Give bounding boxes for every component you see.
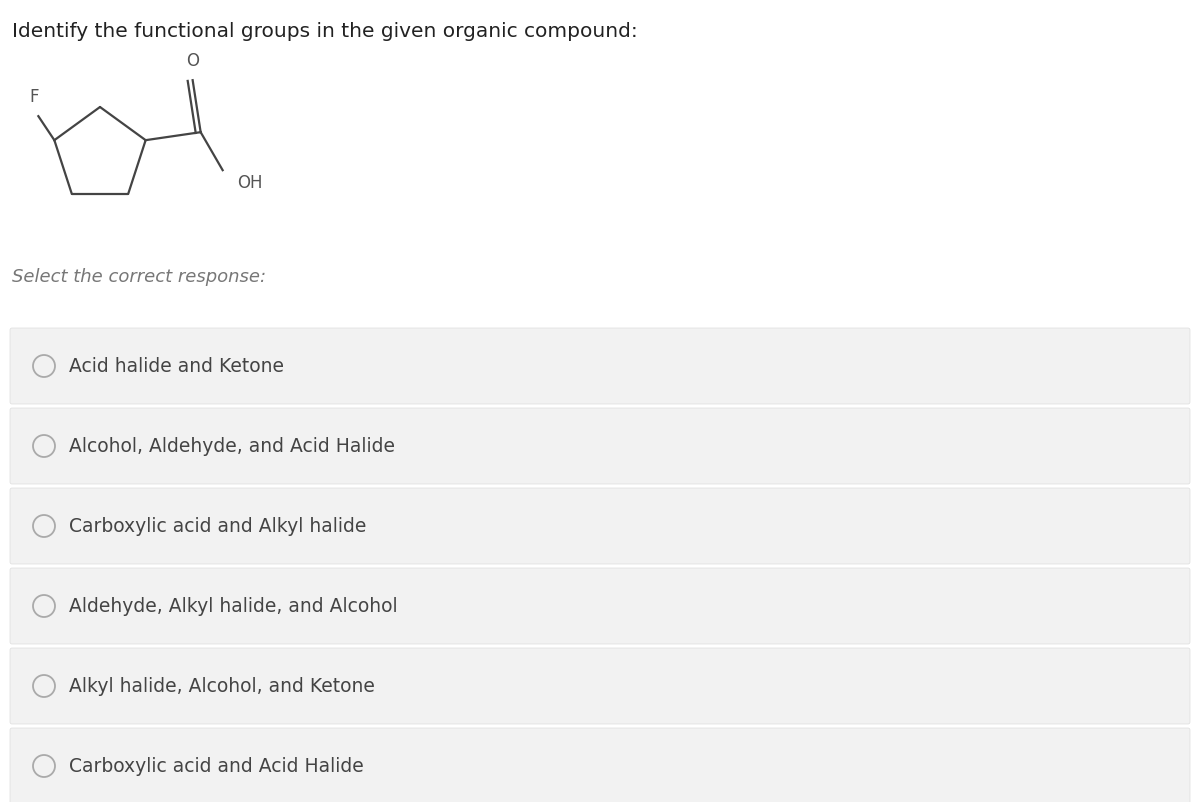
Text: OH: OH bbox=[236, 174, 262, 192]
FancyBboxPatch shape bbox=[10, 568, 1190, 644]
Text: Alkyl halide, Alcohol, and Ketone: Alkyl halide, Alcohol, and Ketone bbox=[70, 677, 374, 695]
Text: Select the correct response:: Select the correct response: bbox=[12, 268, 266, 286]
Text: O: O bbox=[186, 52, 199, 70]
Text: F: F bbox=[30, 88, 40, 106]
Text: Acid halide and Ketone: Acid halide and Ketone bbox=[70, 357, 284, 375]
FancyBboxPatch shape bbox=[10, 328, 1190, 404]
FancyBboxPatch shape bbox=[10, 728, 1190, 802]
Text: Carboxylic acid and Alkyl halide: Carboxylic acid and Alkyl halide bbox=[70, 516, 366, 536]
Text: Alcohol, Aldehyde, and Acid Halide: Alcohol, Aldehyde, and Acid Halide bbox=[70, 436, 395, 456]
FancyBboxPatch shape bbox=[10, 408, 1190, 484]
FancyBboxPatch shape bbox=[10, 648, 1190, 724]
Text: Aldehyde, Alkyl halide, and Alcohol: Aldehyde, Alkyl halide, and Alcohol bbox=[70, 597, 397, 615]
FancyBboxPatch shape bbox=[10, 488, 1190, 564]
Text: Carboxylic acid and Acid Halide: Carboxylic acid and Acid Halide bbox=[70, 756, 364, 776]
Text: Identify the functional groups in the given organic compound:: Identify the functional groups in the gi… bbox=[12, 22, 637, 41]
